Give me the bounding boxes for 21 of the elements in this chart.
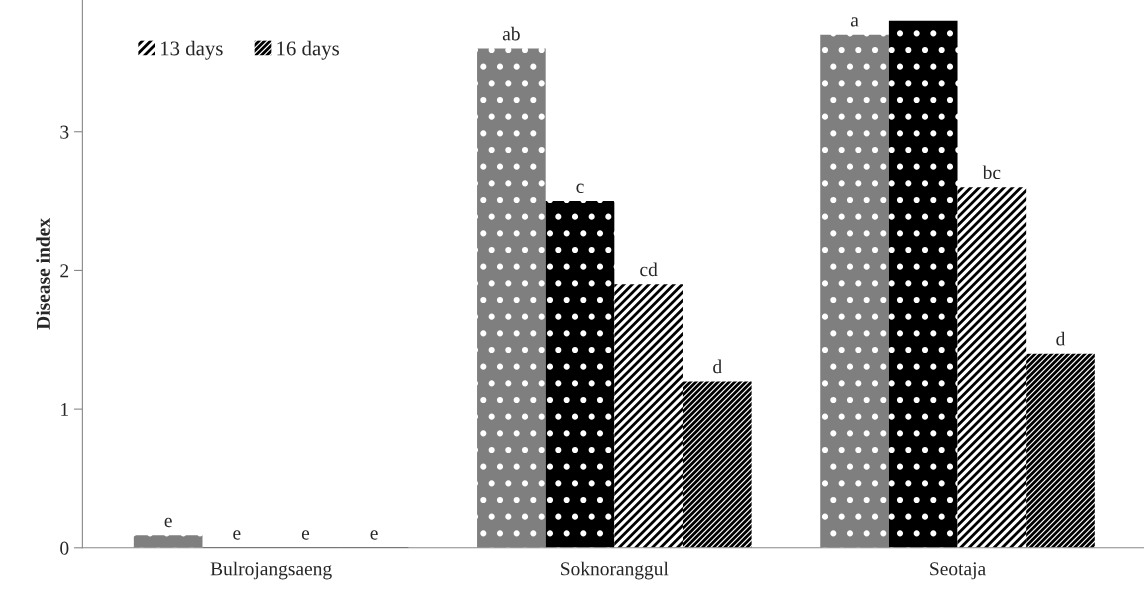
legend-label: 13 days — [161, 40, 223, 60]
x-tick-label: Seotaja — [930, 562, 986, 580]
data-label: d — [1056, 331, 1066, 346]
x-tick-label: Soknoranggul — [561, 561, 669, 580]
data-label: e — [233, 530, 241, 540]
y-tick-label: 2 — [60, 264, 69, 278]
y-axis-title: Disease index — [36, 218, 50, 330]
data-label: c — [576, 183, 584, 193]
data-label: e — [164, 517, 172, 528]
data-label: e — [370, 530, 378, 540]
data-label: ab — [502, 26, 520, 41]
data-label: e — [301, 530, 310, 540]
y-tick-label: 1 — [61, 403, 69, 416]
y-tick-label: 3 — [60, 125, 69, 139]
data-label: bc — [982, 165, 1001, 180]
data-label: a — [850, 17, 859, 27]
x-tick-label: Bulrojangsaeng — [210, 561, 332, 580]
y-tick-label: 0 — [60, 541, 69, 555]
data-label: cd — [640, 262, 658, 277]
data-label: d — [713, 359, 722, 374]
legend-label: 16 days — [277, 40, 339, 60]
